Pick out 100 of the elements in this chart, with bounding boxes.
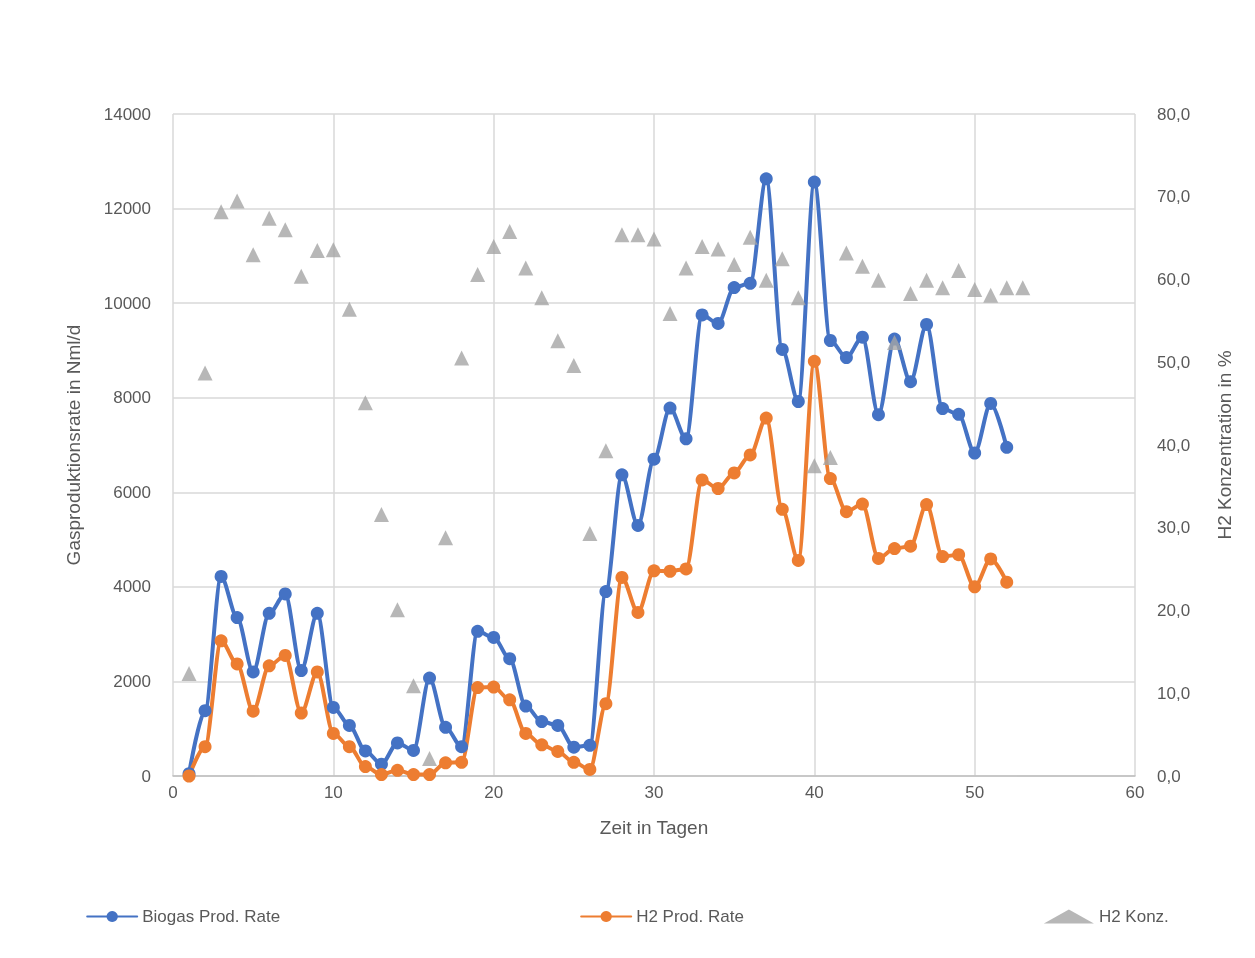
point bbox=[647, 452, 661, 466]
point bbox=[615, 570, 629, 584]
point bbox=[855, 497, 869, 511]
point bbox=[503, 693, 517, 707]
point bbox=[726, 257, 742, 273]
point bbox=[326, 726, 340, 740]
point bbox=[198, 740, 212, 754]
point bbox=[583, 762, 597, 776]
point bbox=[1015, 280, 1031, 296]
point bbox=[406, 678, 421, 694]
point bbox=[790, 290, 806, 306]
point bbox=[774, 251, 790, 267]
point bbox=[551, 718, 565, 732]
point bbox=[358, 744, 372, 758]
y2-tick-label: 70,0 bbox=[1157, 187, 1191, 207]
point bbox=[502, 224, 518, 240]
point bbox=[758, 272, 774, 288]
point bbox=[759, 172, 773, 186]
point bbox=[310, 665, 324, 679]
point bbox=[759, 411, 773, 425]
y-tick-label: 2000 bbox=[113, 671, 151, 691]
point bbox=[904, 539, 918, 553]
x-tick-label: 20 bbox=[484, 783, 504, 802]
point bbox=[967, 281, 983, 297]
point bbox=[551, 744, 565, 758]
point bbox=[710, 241, 726, 257]
point bbox=[582, 526, 598, 542]
point bbox=[983, 287, 999, 303]
point bbox=[631, 518, 645, 532]
point bbox=[341, 301, 357, 317]
point bbox=[583, 738, 597, 752]
y-tick-label: 6000 bbox=[113, 482, 151, 502]
point bbox=[984, 396, 998, 410]
point bbox=[952, 407, 966, 421]
point bbox=[245, 247, 261, 263]
x-tick-label: 10 bbox=[323, 783, 343, 802]
point bbox=[213, 204, 229, 220]
point bbox=[389, 602, 405, 618]
point bbox=[823, 472, 837, 486]
point bbox=[920, 498, 934, 512]
point bbox=[839, 505, 853, 519]
point bbox=[390, 736, 404, 750]
point bbox=[455, 755, 469, 769]
x-tick-label: 30 bbox=[644, 783, 664, 802]
point bbox=[567, 755, 581, 769]
point bbox=[261, 210, 277, 226]
point bbox=[903, 286, 919, 302]
point bbox=[871, 408, 885, 422]
point bbox=[806, 458, 822, 474]
y2-tick-label: 30,0 bbox=[1157, 518, 1191, 538]
point bbox=[599, 585, 613, 599]
point bbox=[198, 704, 212, 718]
point bbox=[888, 542, 901, 556]
x-tick-label: 60 bbox=[1125, 783, 1145, 802]
point bbox=[230, 657, 244, 671]
point bbox=[952, 548, 966, 562]
point bbox=[246, 704, 260, 718]
point bbox=[471, 624, 485, 638]
point bbox=[614, 227, 630, 243]
point bbox=[422, 751, 438, 767]
y-tick-label: 4000 bbox=[113, 577, 151, 597]
point bbox=[662, 305, 678, 321]
point bbox=[326, 700, 340, 714]
point bbox=[566, 358, 582, 374]
point bbox=[423, 671, 437, 685]
point bbox=[854, 258, 870, 274]
point bbox=[646, 231, 662, 247]
y2-tick-label: 50,0 bbox=[1157, 352, 1191, 372]
point bbox=[294, 706, 308, 720]
y2-tick-label: 40,0 bbox=[1157, 435, 1191, 455]
point bbox=[293, 268, 309, 284]
point bbox=[455, 740, 469, 754]
point bbox=[278, 587, 292, 601]
y-axis-title: Gasproduktionsrate in Nml/d bbox=[63, 324, 84, 566]
point bbox=[438, 530, 454, 546]
point bbox=[310, 606, 324, 620]
point bbox=[647, 564, 661, 578]
point bbox=[711, 482, 725, 495]
point bbox=[390, 763, 404, 777]
point bbox=[807, 175, 821, 189]
point bbox=[887, 334, 902, 350]
point bbox=[357, 395, 373, 411]
legend-label: H2 Prod. Rate bbox=[636, 907, 744, 926]
point bbox=[342, 740, 356, 754]
point bbox=[470, 267, 486, 283]
point bbox=[663, 564, 677, 578]
point bbox=[294, 664, 308, 678]
point bbox=[742, 229, 758, 245]
point bbox=[246, 665, 260, 679]
point bbox=[775, 502, 789, 516]
point bbox=[838, 245, 854, 261]
y-tick-label: 10000 bbox=[103, 293, 151, 313]
point bbox=[807, 354, 821, 368]
point bbox=[791, 395, 805, 408]
point bbox=[968, 446, 982, 460]
point bbox=[471, 681, 485, 695]
point bbox=[679, 562, 693, 576]
point bbox=[278, 648, 292, 662]
point bbox=[822, 449, 838, 465]
point bbox=[439, 756, 453, 770]
